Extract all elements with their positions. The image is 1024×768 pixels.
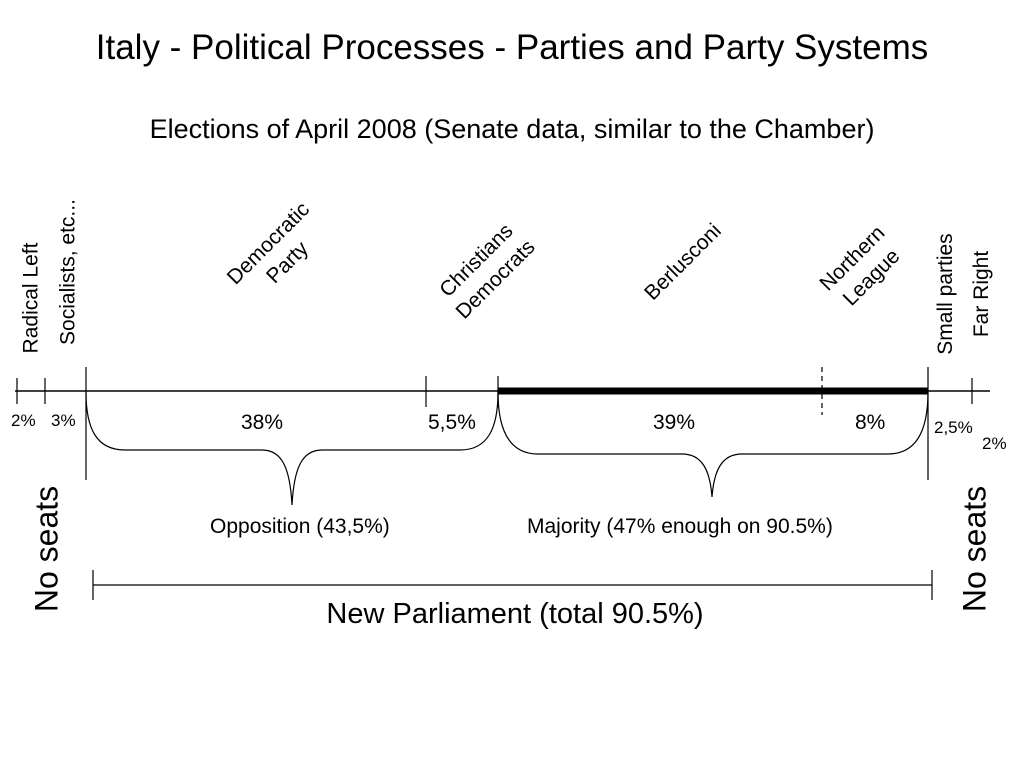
share-far-right: 2% xyxy=(982,434,1007,453)
bloc-majority-label: Majority (47% enough on 90.5%) xyxy=(527,515,833,538)
share-democratic-party: 38% xyxy=(241,411,284,434)
majority-brace xyxy=(497,391,929,498)
party-label-small-parties-line2: Far Right xyxy=(970,250,993,338)
share-radical-left: 2% xyxy=(11,411,36,430)
share-northern-league: 8% xyxy=(855,411,886,434)
party-label-radical-left: Radical Left xyxy=(19,242,43,354)
share-christian-democrats: 5,5% xyxy=(428,411,476,434)
share-berlusconi: 39% xyxy=(653,411,696,434)
party-label-small-parties-line1: Small parties xyxy=(934,233,957,355)
opposition-brace xyxy=(85,391,499,506)
bloc-opposition-label: Opposition (43,5%) xyxy=(210,515,390,538)
page-title: Italy - Political Processes - Parties an… xyxy=(95,28,929,67)
no-seats-right-label: No seats xyxy=(956,485,993,613)
share-small-parties: 2,5% xyxy=(934,418,973,437)
party-label-socialists: Socialists, etc... xyxy=(56,199,80,345)
share-socialists: 3% xyxy=(51,411,76,430)
page-subtitle: Elections of April 2008 (Senate data, si… xyxy=(149,114,875,144)
party-label-small-parties: Small parties Far Right xyxy=(928,233,1000,354)
parliament-label: New Parliament (total 90.5%) xyxy=(326,598,704,630)
no-seats-left-label: No seats xyxy=(28,485,65,613)
